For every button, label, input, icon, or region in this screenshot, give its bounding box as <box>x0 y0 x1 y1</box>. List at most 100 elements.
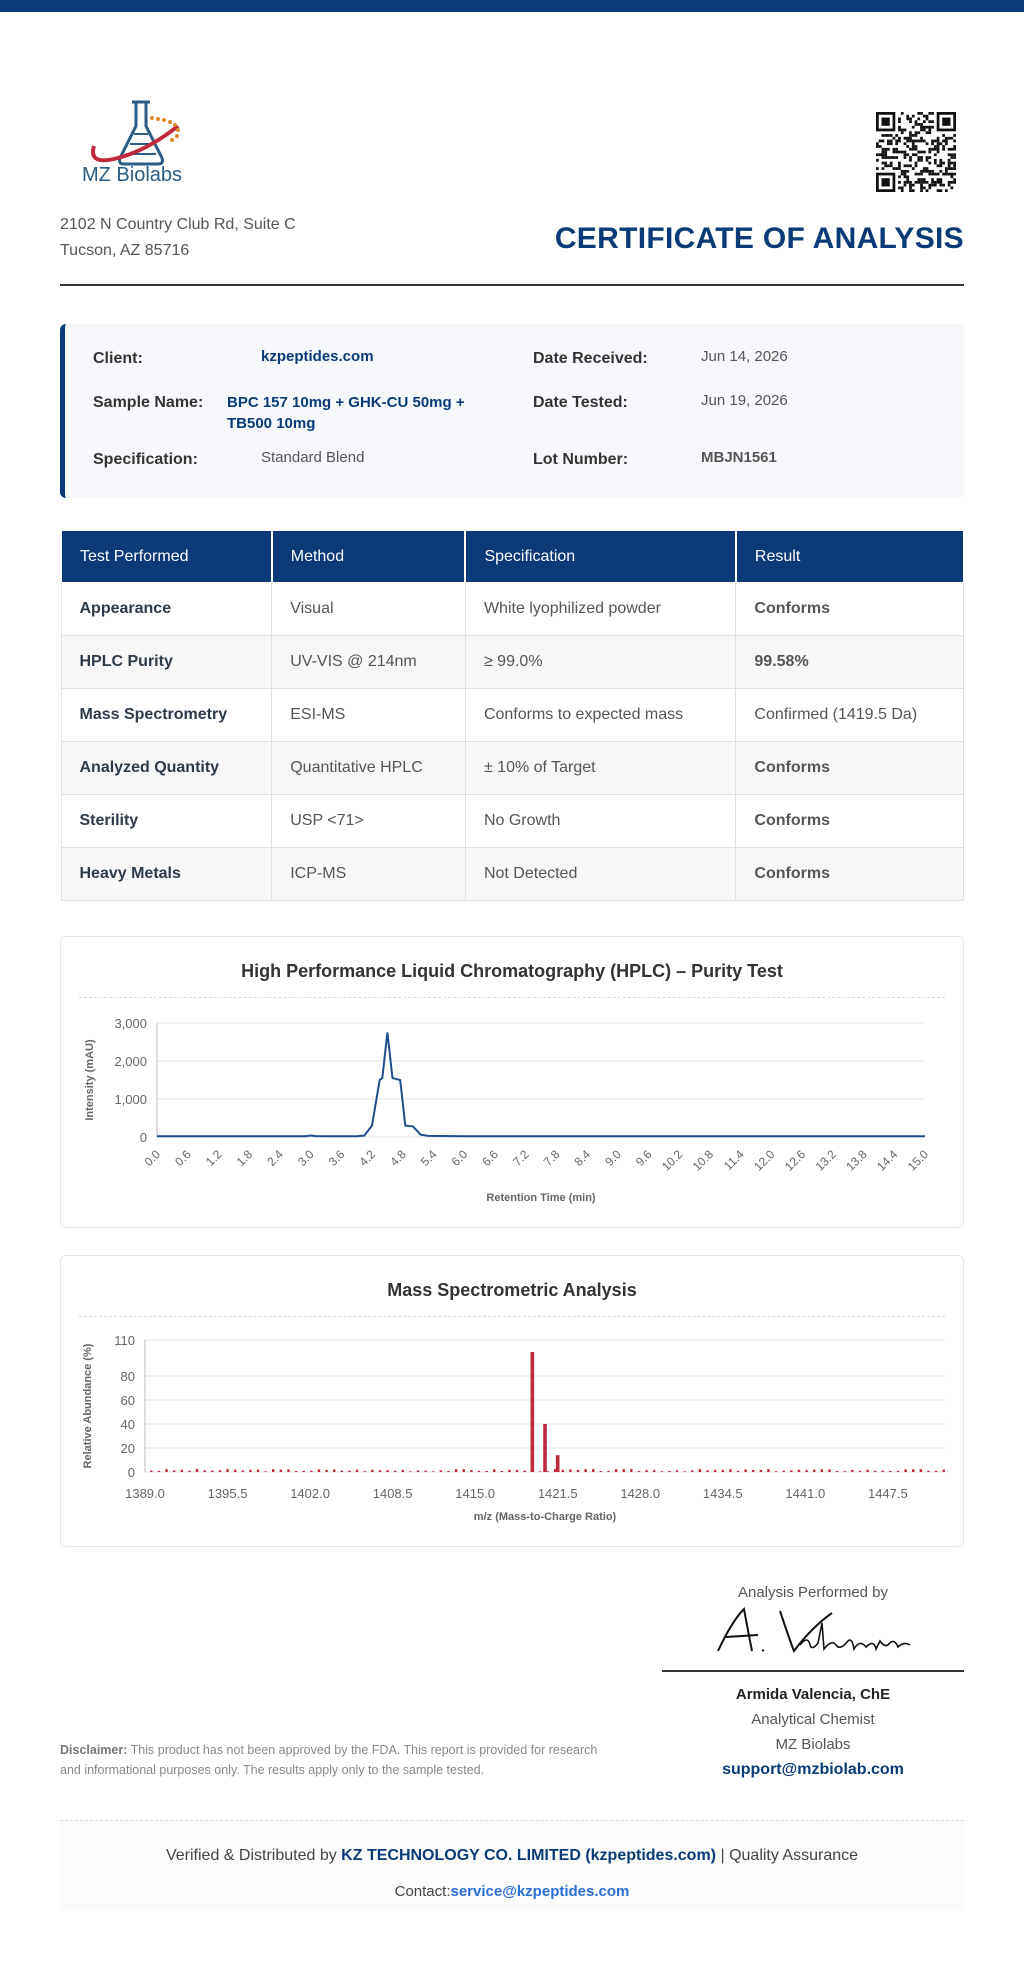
qr-module <box>944 169 948 173</box>
ms-noise-bar <box>439 1470 443 1472</box>
qr-module <box>939 158 943 162</box>
qr-module <box>939 161 943 165</box>
ms-noise-bar <box>333 1469 336 1472</box>
qr-module <box>892 167 896 170</box>
hplc-x-tick-label: 0.0 <box>141 1147 163 1169</box>
qr-module <box>950 180 954 184</box>
hplc-x-tick-label: 3.6 <box>326 1147 348 1169</box>
ms-noise-bar <box>782 1470 785 1472</box>
support-email-link[interactable]: support@mzbiolab.com <box>722 1761 904 1778</box>
hplc-chart: 0 1,000 2,000 3,000 0.0 0.6 1.2 1.8 2.4 3.0 3.6 4.2… <box>84 1016 931 1204</box>
qr-module <box>911 125 915 129</box>
table-row: Heavy Metals ICP-MS Not Detected Conform… <box>60 847 964 901</box>
qr-module <box>931 142 934 146</box>
ms-noise-bar <box>233 1469 237 1472</box>
ms-noise-bar <box>515 1470 519 1472</box>
qr-module <box>911 153 915 157</box>
qr-module <box>925 117 929 121</box>
qr-module <box>953 139 956 143</box>
contact-email-link[interactable]: service@kzpeptides.com <box>450 1883 630 1900</box>
qr-module <box>920 136 923 140</box>
qr-module <box>942 183 945 187</box>
hplc-x-tick-label: 9.0 <box>602 1147 624 1169</box>
qr-module <box>920 189 923 192</box>
qr-module <box>903 142 907 146</box>
test-specification: White lyophilized powder <box>464 582 737 636</box>
ms-noise-bar <box>630 1469 633 1472</box>
test-name: Appearance <box>60 582 273 636</box>
qr-module <box>936 142 940 146</box>
client-value[interactable]: kzpeptides.com <box>261 348 374 365</box>
ms-noise-bar <box>896 1470 900 1472</box>
table-row: HPLC Purity UV-VIS @ 214nm ≥ 99.0% 99.58… <box>60 635 964 689</box>
qr-module <box>931 180 934 184</box>
ms-noise-bar <box>919 1469 923 1472</box>
qr-module <box>911 147 915 151</box>
footer-prefix: Verified & Distributed by <box>165 1847 337 1864</box>
qr-module <box>917 158 921 162</box>
qr-module <box>898 167 901 170</box>
footer-company[interactable]: KZ TECHNOLOGY CO. LIMITED (kzpeptides.co… <box>341 1847 717 1864</box>
qr-module <box>881 153 885 157</box>
qr-module <box>909 131 912 135</box>
qr-module <box>928 125 932 129</box>
qr-module <box>876 167 879 170</box>
ms-noise-bar <box>858 1470 862 1472</box>
qr-module <box>920 112 923 115</box>
ms-noise-bar <box>934 1470 938 1472</box>
qr-module <box>900 112 904 115</box>
ms-noise-bar <box>546 1471 549 1472</box>
qr-module <box>898 180 901 184</box>
ms-noise-bar <box>416 1470 420 1472</box>
qr-module <box>898 175 901 179</box>
ms-noise-bar <box>340 1470 344 1472</box>
hplc-x-tick-label: 10.8 <box>690 1147 717 1174</box>
qr-module <box>909 117 912 121</box>
qr-module <box>920 178 923 181</box>
qr-module <box>936 180 940 184</box>
qr-module <box>914 161 918 165</box>
ms-noise-bar <box>371 1469 374 1472</box>
qr-module <box>928 128 932 132</box>
table-header-row: Test Performed Method Specification Resu… <box>60 530 964 583</box>
qr-module <box>922 150 926 154</box>
hplc-series-line <box>157 1032 925 1138</box>
ms-noise-bar <box>180 1469 184 1472</box>
qr-module <box>925 114 929 118</box>
qr-module <box>898 161 901 165</box>
qr-module <box>917 131 921 135</box>
qr-module <box>917 139 921 143</box>
qr-module <box>881 167 885 170</box>
qr-module <box>878 145 882 148</box>
qr-module <box>939 164 943 168</box>
qr-module <box>903 183 907 187</box>
qr-module <box>917 172 921 176</box>
ms-noise-bar <box>569 1469 572 1472</box>
qr-module <box>939 180 943 184</box>
qr-module <box>878 139 882 143</box>
qr-module <box>884 153 888 157</box>
qr-module <box>947 161 951 165</box>
qr-code-icon[interactable] <box>876 112 956 192</box>
qr-module <box>953 178 956 181</box>
ms-x-tick-label: 1402.0 <box>290 1486 330 1501</box>
ms-noise-bar <box>668 1470 671 1472</box>
qr-module <box>909 139 912 143</box>
qr-module <box>876 153 879 157</box>
qr-module <box>936 172 940 176</box>
qr-module <box>944 142 948 146</box>
ms-noise-bar <box>873 1470 877 1472</box>
qr-module <box>900 172 904 176</box>
qr-module <box>900 128 904 132</box>
qr-module <box>944 189 948 192</box>
ms-noise-bar <box>889 1470 892 1472</box>
ms-y-tick-label: 20 <box>121 1441 135 1456</box>
ms-y-tick-label: 40 <box>121 1417 135 1432</box>
ms-noise-bar <box>653 1470 656 1472</box>
qr-module <box>903 169 907 173</box>
qr-module <box>917 112 921 115</box>
test-result: Confirmed (1419.5 Da) <box>735 688 964 742</box>
ms-noise-bar <box>912 1469 915 1472</box>
qr-module <box>925 142 929 146</box>
disclaimer-text: This product has not been approved by th… <box>60 1743 598 1777</box>
